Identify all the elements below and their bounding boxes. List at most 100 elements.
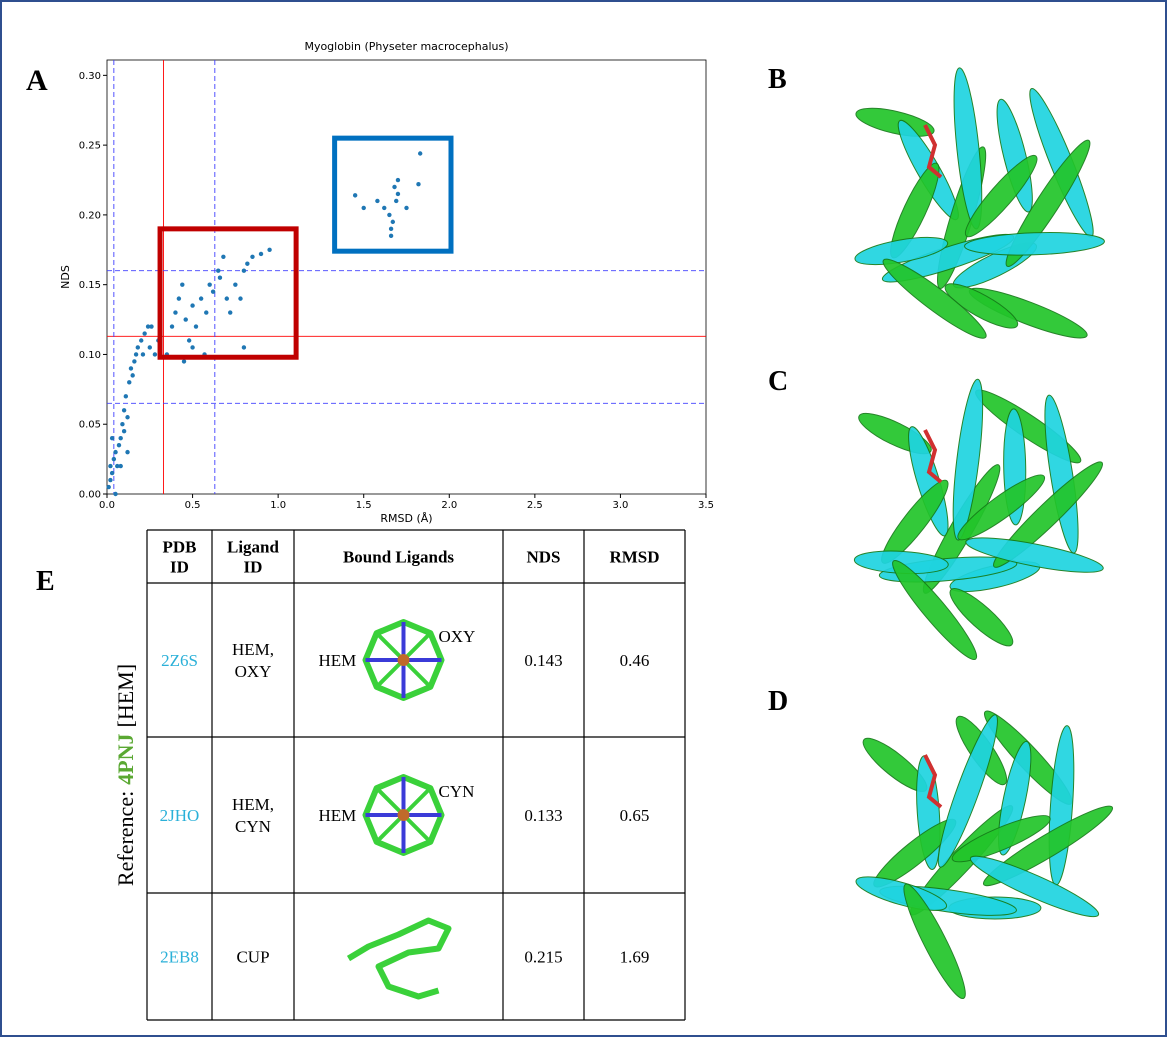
point [135,345,141,350]
point [133,352,139,357]
point [118,463,123,469]
point [216,268,221,273]
point [233,282,238,287]
helix [855,107,935,137]
point [183,317,188,322]
helix [951,815,1051,863]
panel-label: E [36,566,55,597]
metal-atom [397,654,410,666]
helix [964,232,1105,256]
point [221,254,226,259]
reference-prefix: Reference: [113,791,138,886]
point [142,331,147,336]
helix [944,283,1019,329]
point [390,219,396,225]
ligand-label: HEM [319,806,357,825]
ligand-id: CYN [235,817,271,836]
point [132,359,137,364]
point [118,435,123,441]
rmsd-value: 0.65 [620,806,650,825]
column-header: RMSD [609,548,659,567]
point [106,484,111,490]
point [267,247,272,252]
ligand-label: HEM [319,651,357,670]
chart-title: Myoglobin (Physeter macrocephalus) [304,40,508,53]
point [121,408,127,413]
scatter-chart: Myoglobin (Physeter macrocephalus) RMSD (… [59,40,714,525]
ligand-label: CYN [439,782,475,801]
point [241,345,247,350]
x-tick-label: 3.5 [698,500,714,511]
y-tick-label: 0.05 [79,420,101,431]
x-tick-label: 1.5 [356,500,372,511]
x-axis-label: RMSD (Å) [380,512,432,525]
helix [964,154,1038,238]
molecule-bond [375,813,405,844]
ligand-sticks [923,754,943,809]
point [111,456,117,462]
nds-value: 0.215 [524,948,562,967]
point [186,338,192,343]
helix [892,559,978,661]
point [113,491,118,497]
point [121,429,127,434]
reference-pdb: 4PNJ [113,733,138,784]
ligand-sticks [923,429,943,484]
ligand-label: OXY [439,627,476,646]
ligand-sticks [346,917,452,1000]
point [190,303,195,308]
point [127,380,132,385]
point [388,226,394,232]
point [198,296,204,301]
point [190,345,195,350]
point [169,324,175,329]
nds-value: 0.143 [524,651,562,670]
point [241,268,247,273]
nds-value: 0.133 [524,806,562,825]
point [176,296,182,301]
point [113,449,118,455]
helix [965,537,1104,573]
panel-label: A [26,64,48,97]
point [224,296,229,301]
molecule-bond [375,658,405,689]
point [404,205,409,211]
ligand-id: HEM, [232,795,274,814]
point [387,212,392,218]
point [207,282,212,287]
point [395,191,401,197]
point [258,251,264,257]
point [145,324,151,329]
x-tick-label: 2.5 [527,500,543,511]
point [128,366,134,371]
column-header: ID [170,558,189,577]
molecule-bond [402,658,432,689]
point [108,477,113,483]
point [140,352,146,357]
point [125,449,130,455]
point [210,289,216,294]
panel-label: C [768,366,788,397]
plot-area [106,59,707,495]
rmsd-value: 0.46 [620,651,650,670]
point [392,184,397,190]
helix [949,588,1014,647]
panel-label: B [768,64,787,95]
highlight-box [157,226,299,360]
y-tick-label: 0.00 [79,490,101,501]
column-header: ID [244,558,263,577]
helix [957,474,1046,541]
point [352,193,358,198]
point [416,181,421,187]
point [180,282,185,287]
ligand-sticks [923,124,943,179]
metal-atom [397,809,410,821]
point [173,310,178,315]
point [417,151,423,156]
point [123,394,129,399]
point [116,442,122,448]
column-header: Bound Ligands [343,548,454,567]
point [193,324,199,329]
x-tick-label: 3.0 [612,500,628,511]
